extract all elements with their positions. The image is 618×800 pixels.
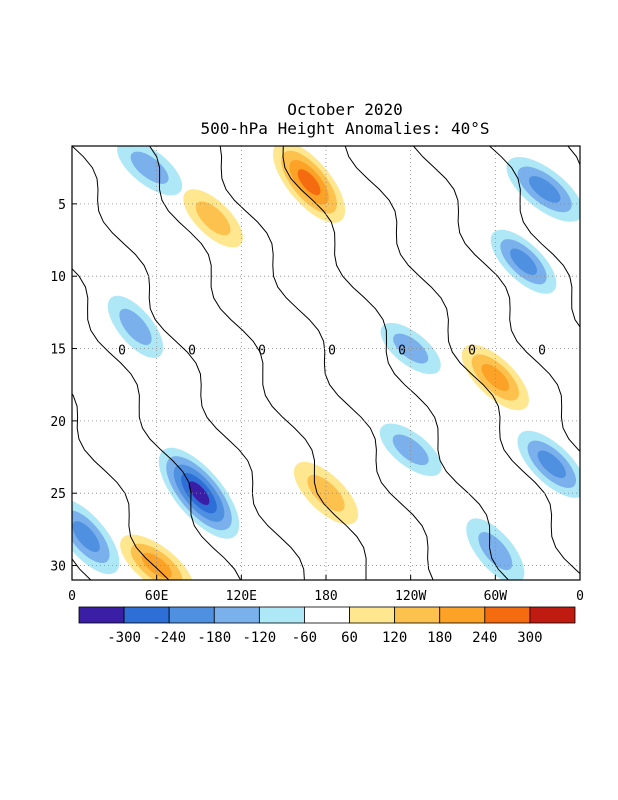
anomaly-level [392,434,429,466]
contour-label: 0 [468,343,476,358]
plot-area: 0000000000000 [0,145,616,581]
chart-title: October 2020 [287,100,403,119]
colorbar-label: 240 [472,630,497,646]
contour-label: 0 [258,343,266,358]
zero-contour-line [72,146,305,580]
anomaly-feature [490,229,557,294]
colorbar-swatch [484,606,531,624]
anomaly-feature [466,518,525,580]
contour-label: 0 [538,343,546,358]
zero-contour-line [344,146,580,575]
anomaly-level [528,176,561,203]
zero-contour-line [72,267,242,580]
anomaly-level [510,248,538,275]
y-tick-label: 15 [50,343,66,358]
anomaly-feature [107,295,164,358]
anomaly-feature [517,430,580,498]
zero-contour-line [0,146,14,580]
zero-contour-line [72,393,170,580]
y-tick-label: 25 [50,487,66,502]
x-tick-label: 60E [145,589,168,604]
anomaly-level [297,169,321,196]
y-tick-label: 30 [50,560,66,575]
anomaly-level [393,333,429,364]
y-axis: 5 10 15 20 25 30 [50,198,77,575]
contour-label: 0 [188,343,196,358]
x-axis: 0 60E 120E 180 120W 60W 0 [68,575,584,604]
colorbar-label: 180 [427,630,452,646]
contour-label: 0 [398,343,406,358]
anomaly-feature [380,322,441,375]
contour-label: 0 [118,343,126,358]
colorbar-swatch [349,606,396,624]
anomaly-level [119,308,152,345]
zero-contours: 0000000000000 [0,146,616,580]
anomaly-level [188,481,210,505]
anomaly-level [478,531,513,571]
anomaly-field [72,146,580,580]
anomaly-level [195,201,231,236]
contour-label: 0 [328,343,336,358]
chart-subtitle: 500-hPa Height Anomalies: 40°S [201,119,490,138]
x-tick-label: 120E [226,589,257,604]
colorbar-swatch [213,606,260,624]
colorbar-label: 120 [382,630,407,646]
anomaly-level [481,363,510,391]
colorbar-labels: -300 -240 -180 -120 -60 60 120 180 240 300 [107,630,542,646]
anomaly-feature [72,499,120,575]
colorbar-label: -60 [292,630,317,646]
x-tick-label: 120W [395,589,426,604]
anomaly-feature [461,344,529,411]
zero-contour-line [489,146,580,328]
x-tick-label: 60W [484,589,508,604]
x-tick-label: 0 [576,589,584,604]
colorbar-swatch [258,606,305,624]
y-tick-label: 5 [58,198,66,213]
colorbar-swatch [78,606,125,624]
zero-contour-line [413,146,580,452]
colorbar-label: 300 [517,630,542,646]
anomaly-feature [273,146,346,223]
y-tick-label: 10 [50,270,66,285]
colorbar-label: -300 [107,630,141,646]
anomaly-level [72,521,100,553]
zero-contour-line [282,146,509,580]
anomaly-feature [506,157,580,222]
anomaly-level [307,474,345,512]
anomaly-feature [379,423,442,477]
contour-label: 0 [608,343,616,358]
colorbar-swatch [439,606,486,624]
colorbar-swatch [304,606,350,624]
colorbar-swatch [168,606,215,624]
colorbar-swatch [394,606,441,624]
anomaly-feature [183,189,243,248]
colorbar-swatch [123,606,170,624]
anomaly-level [537,450,566,479]
colorbar-swatch [529,606,576,624]
x-tick-label: 180 [314,589,337,604]
colorbar-label: 60 [341,630,358,646]
grid [72,146,580,580]
colorbar-label: -180 [197,630,231,646]
colorbar [78,606,576,624]
colorbar-label: -120 [243,630,277,646]
y-tick-label: 20 [50,415,66,430]
x-tick-label: 0 [68,589,76,604]
anomaly-feature [293,461,359,525]
zero-contour-line [219,146,434,580]
colorbar-label: -240 [152,630,186,646]
zero-contour-line [149,146,367,580]
